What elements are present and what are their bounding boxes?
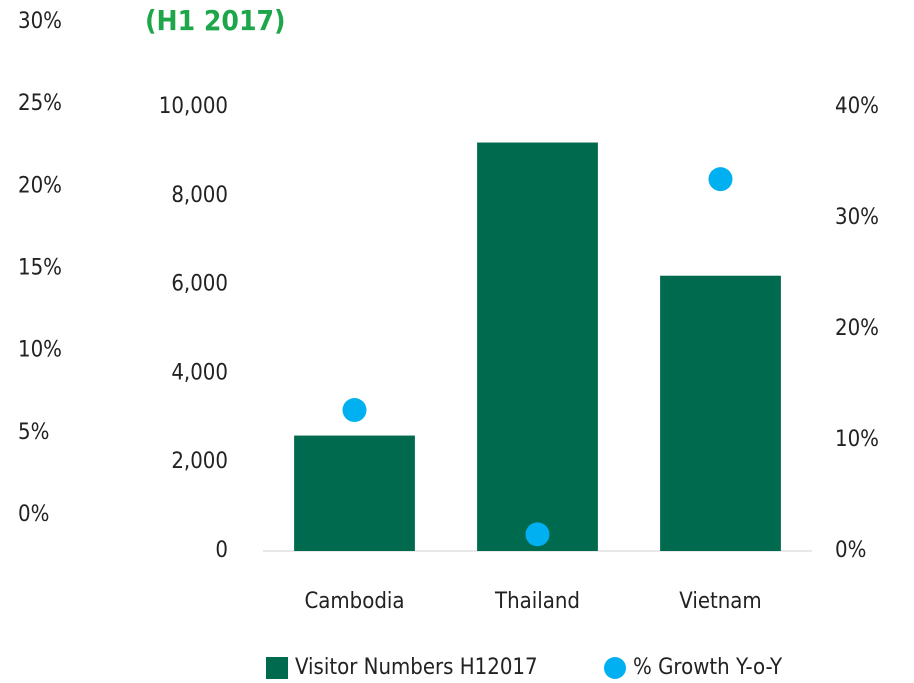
y2-tick-label: 0% xyxy=(835,538,866,563)
y-tick-label: 6,000 xyxy=(171,272,228,297)
growth-dot xyxy=(342,398,367,423)
legend-label: Visitor Numbers H12017 xyxy=(295,655,538,680)
y3-tick-label: 25% xyxy=(18,91,62,116)
y3-tick-label: 5% xyxy=(18,420,49,445)
y-tick-label: 0 xyxy=(215,538,228,563)
growth-dot xyxy=(708,167,733,192)
y2-tick-label: 30% xyxy=(835,205,879,230)
x-tick-label: Vietnam xyxy=(679,589,761,614)
y-tick-label: 10,000 xyxy=(159,94,228,119)
legend-swatch xyxy=(604,657,626,679)
growth-dot xyxy=(525,522,550,547)
x-tick-label: Thailand xyxy=(494,589,580,614)
y-tick-label: 4,000 xyxy=(171,360,228,385)
y-tick-label: 2,000 xyxy=(171,449,228,474)
legend-swatch xyxy=(266,657,288,679)
y-tick-label: 8,000 xyxy=(171,183,228,208)
y2-tick-label: 10% xyxy=(835,427,879,452)
y3-tick-label: 10% xyxy=(18,338,62,363)
chart-title: (H1 2017) xyxy=(145,4,286,37)
legend-label: % Growth Y-o-Y xyxy=(633,655,783,680)
y3-tick-label: 0% xyxy=(18,502,49,527)
bar xyxy=(477,142,598,551)
y3-tick-label: 15% xyxy=(18,256,62,281)
y3-tick-label: 20% xyxy=(18,173,62,198)
y2-tick-label: 20% xyxy=(835,316,879,341)
y3-tick-label: 30% xyxy=(18,9,62,34)
bar xyxy=(294,435,415,551)
bar xyxy=(660,275,781,551)
x-tick-label: Cambodia xyxy=(304,589,404,614)
y2-tick-label: 40% xyxy=(835,94,879,119)
